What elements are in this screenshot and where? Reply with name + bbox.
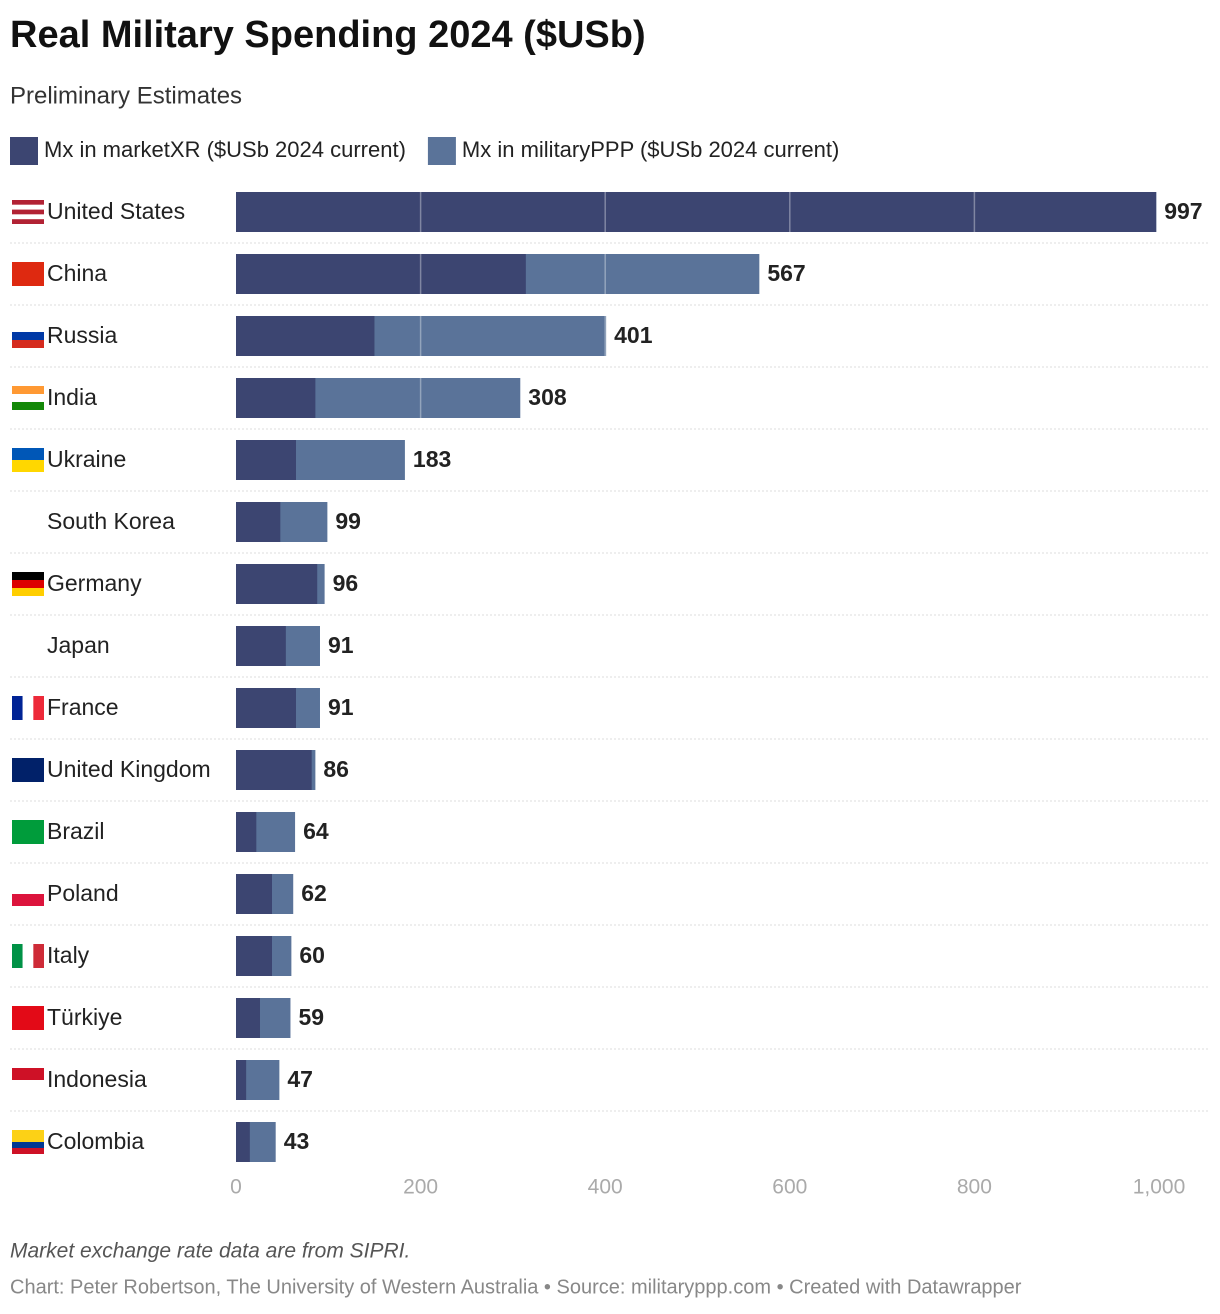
- flag-stripe: [12, 1142, 44, 1148]
- flag-stripe: [12, 394, 44, 402]
- category-label: Indonesia: [47, 1066, 147, 1092]
- flag-stripe: [12, 1080, 44, 1092]
- flag-stripe: [12, 944, 23, 968]
- x-tick-label: 400: [588, 1176, 623, 1199]
- category-label: Colombia: [47, 1128, 144, 1154]
- flag-stripe: [22, 944, 34, 968]
- category-label: South Korea: [47, 508, 175, 534]
- flag-stripe: [12, 572, 44, 580]
- value-label: 62: [301, 880, 327, 906]
- flag-stripe: [12, 1130, 44, 1136]
- flag-stripe: [12, 386, 44, 394]
- category-label: Japan: [47, 632, 110, 658]
- flag-stripe: [12, 332, 44, 340]
- category-label: Ukraine: [47, 446, 126, 472]
- flag-stripe: [12, 448, 44, 460]
- flag-stripe: [12, 634, 44, 658]
- flag-stripe: [12, 340, 44, 348]
- bar: [236, 1060, 247, 1100]
- value-label: 59: [298, 1004, 324, 1030]
- value-label: 91: [328, 694, 354, 720]
- value-label: 86: [323, 756, 349, 782]
- bar: [236, 502, 281, 542]
- category-label: Türkiye: [47, 1004, 122, 1030]
- x-tick-label: 600: [772, 1176, 807, 1199]
- flag-stripe: [22, 696, 34, 720]
- bar: [236, 1122, 250, 1162]
- flag-stripe: [12, 588, 44, 596]
- bar: [236, 440, 296, 480]
- bar: [236, 998, 260, 1038]
- value-label: 60: [299, 942, 325, 968]
- flag-stripe: [12, 204, 44, 210]
- bar: [236, 626, 286, 666]
- flag-stripe: [12, 820, 44, 844]
- chart-title: Real Military Spending 2024 ($USb): [10, 14, 646, 56]
- bar: [236, 378, 316, 418]
- flag-stripe: [12, 882, 44, 894]
- x-tick-label: 0: [230, 1176, 242, 1199]
- flag-stripe: [12, 510, 44, 534]
- flag-stripe: [12, 262, 44, 286]
- flag-stripe: [12, 200, 44, 205]
- bar: [236, 874, 272, 914]
- flag-stripe: [12, 894, 44, 906]
- category-label: China: [47, 260, 107, 286]
- category-label: France: [47, 694, 119, 720]
- value-label: 99: [335, 508, 361, 534]
- value-label: 91: [328, 632, 354, 658]
- flag-stripe: [12, 214, 44, 220]
- legend-swatch: [10, 137, 38, 165]
- flag-stripe: [12, 580, 44, 588]
- flag-stripe: [12, 402, 44, 410]
- value-label: 567: [767, 260, 805, 286]
- bar: [236, 254, 526, 294]
- value-label: 401: [614, 322, 653, 348]
- legend-label: Mx in marketXR ($USb 2024 current): [44, 137, 406, 162]
- flag-stripe: [12, 219, 44, 224]
- value-label: 997: [1164, 198, 1202, 224]
- flag-stripe: [12, 758, 44, 782]
- value-label: 43: [284, 1128, 310, 1154]
- value-label: 308: [528, 384, 567, 410]
- chart-note: Market exchange rate data are from SIPRI…: [10, 1240, 410, 1263]
- value-label: 183: [413, 446, 451, 472]
- legend-label: Mx in militaryPPP ($USb 2024 current): [462, 137, 839, 162]
- value-label: 47: [287, 1066, 313, 1092]
- bar: [236, 564, 318, 604]
- category-label: Brazil: [47, 818, 105, 844]
- category-label: United States: [47, 198, 185, 224]
- category-label: India: [47, 384, 97, 410]
- category-label: Poland: [47, 880, 119, 906]
- flag-stripe: [12, 1068, 44, 1080]
- bar: [236, 316, 375, 356]
- flag-stripe: [12, 1136, 44, 1142]
- flag-stripe: [12, 1148, 44, 1154]
- flag-stripe: [12, 460, 44, 472]
- category-label: United Kingdom: [47, 756, 211, 782]
- category-label: Russia: [47, 322, 118, 348]
- flag-stripe: [12, 1006, 44, 1030]
- bar: [236, 750, 312, 790]
- x-tick-label: 1,000: [1133, 1176, 1186, 1199]
- legend-swatch: [427, 137, 456, 165]
- flag-stripe: [12, 324, 44, 332]
- x-tick-label: 800: [957, 1176, 992, 1199]
- x-tick-label: 200: [403, 1176, 438, 1199]
- bar: [236, 688, 296, 728]
- category-label: Germany: [47, 570, 142, 596]
- chart-subtitle: Preliminary Estimates: [10, 82, 242, 109]
- value-label: 96: [333, 570, 359, 596]
- flag-stripe: [33, 696, 44, 720]
- bar: [236, 812, 257, 852]
- category-label: Italy: [47, 942, 90, 968]
- flag-stripe: [33, 944, 44, 968]
- bar: [236, 192, 1157, 232]
- chart-footer: Chart: Peter Robertson, The University o…: [10, 1276, 1022, 1298]
- bar: [236, 936, 272, 976]
- flag-stripe: [12, 209, 44, 215]
- value-label: 64: [303, 818, 329, 844]
- flag-stripe: [12, 696, 23, 720]
